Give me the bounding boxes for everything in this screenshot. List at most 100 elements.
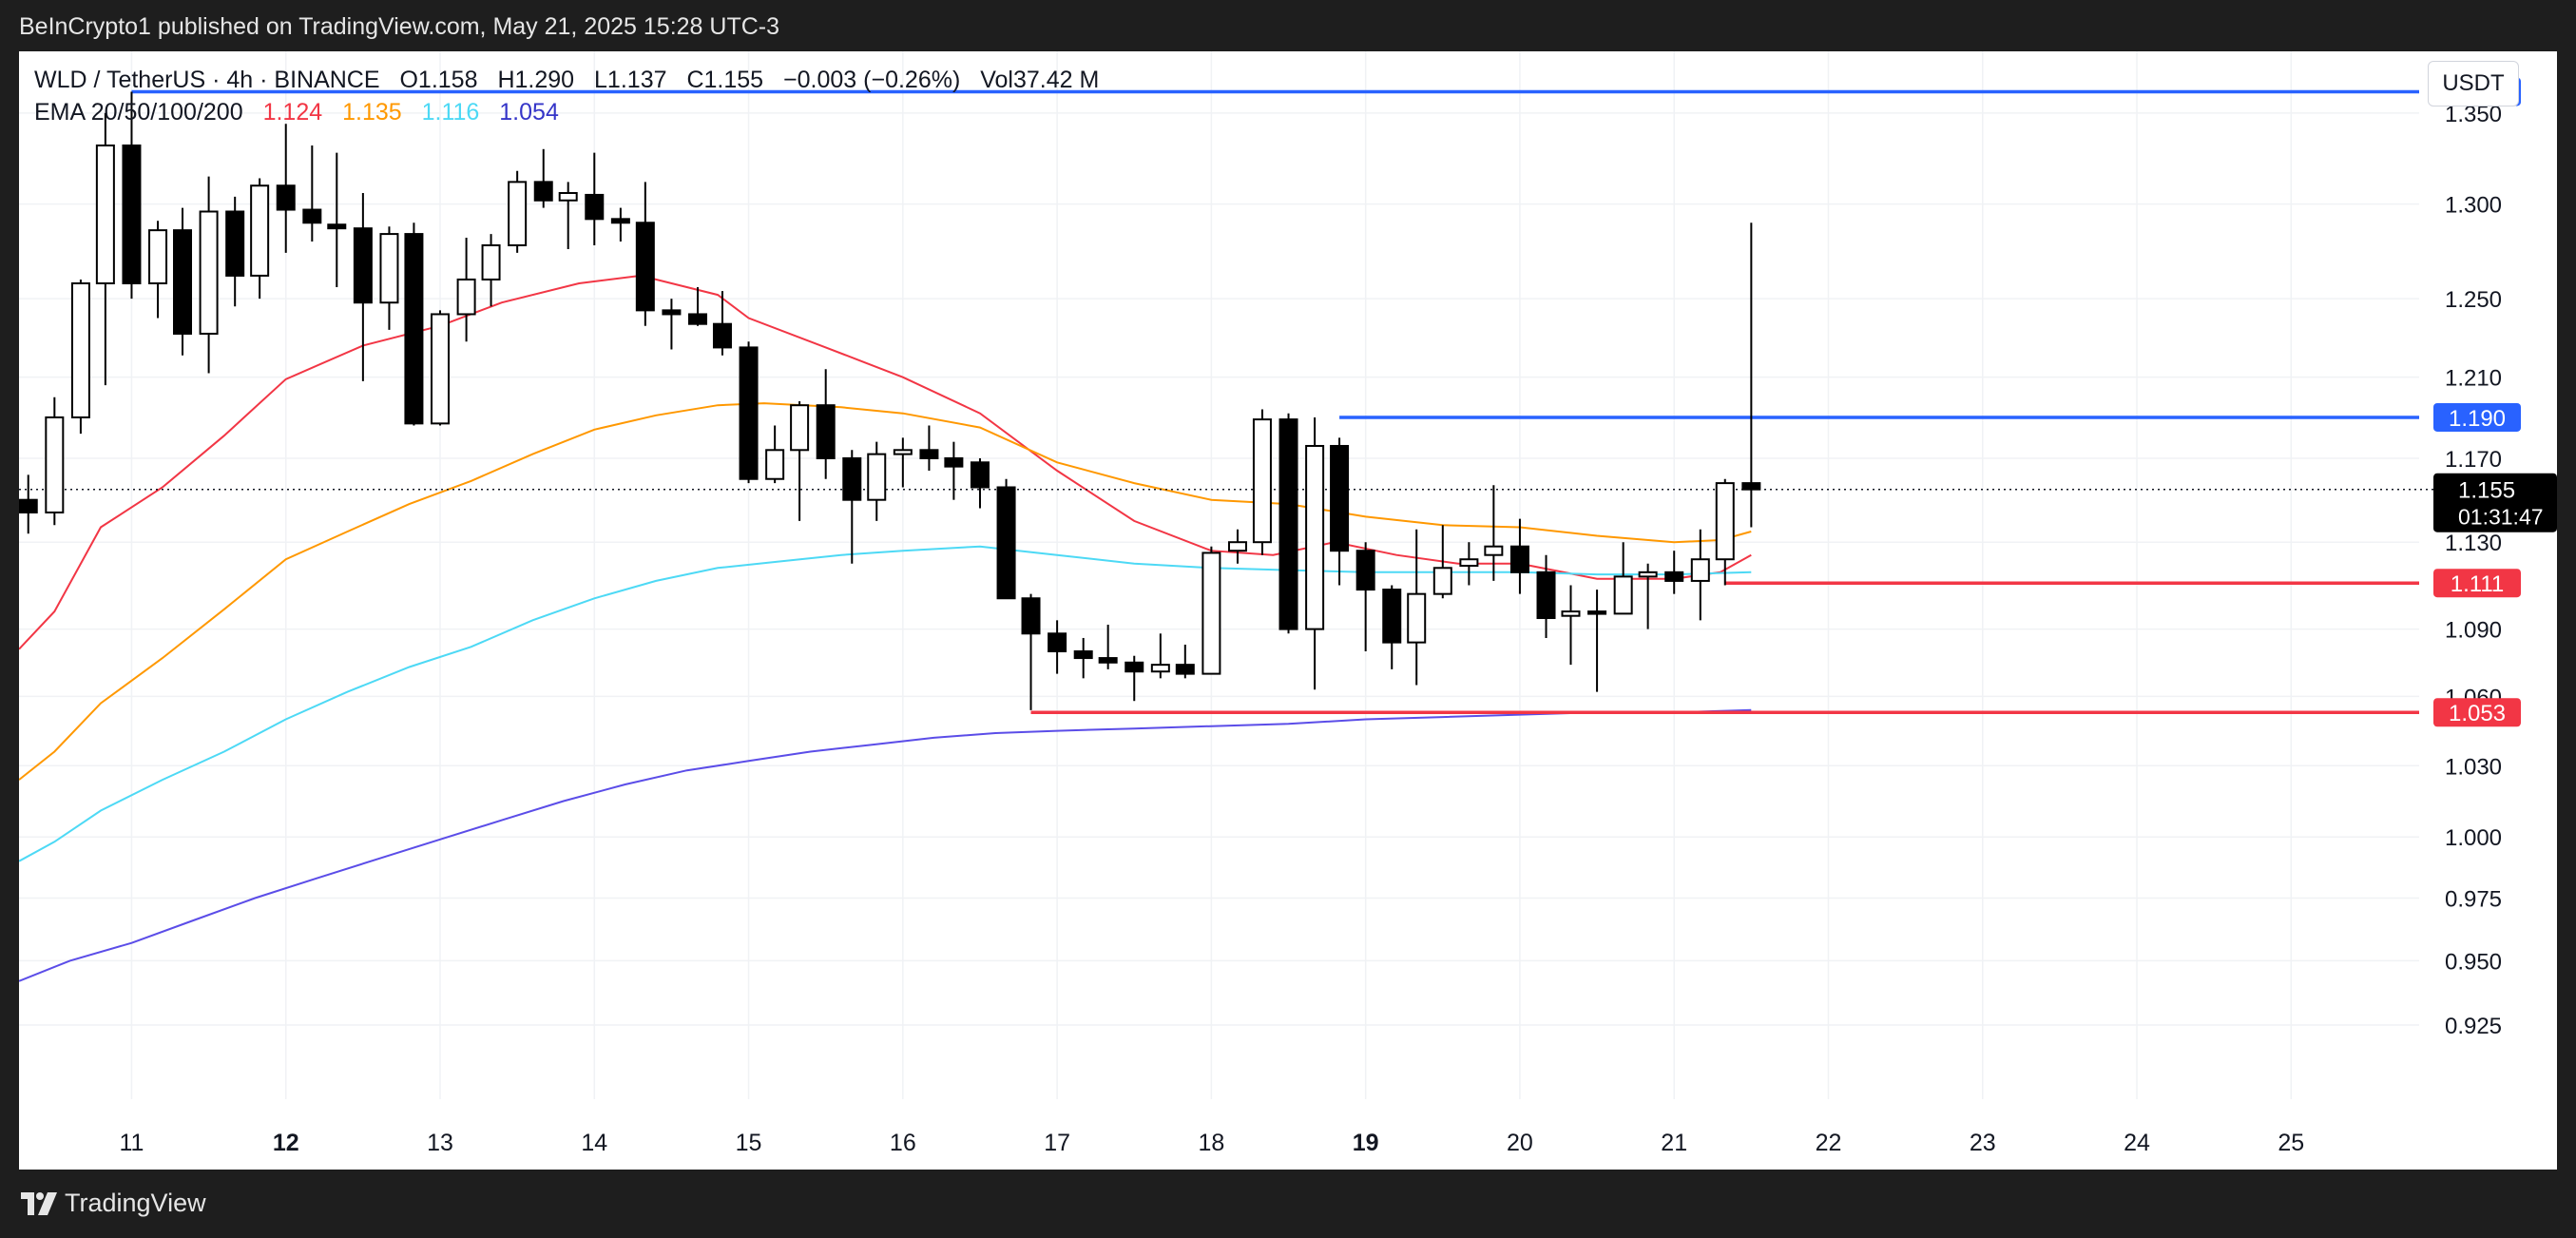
- ema-line-ema200: [19, 708, 1752, 982]
- candle-up: [456, 278, 476, 316]
- candle-down: [1073, 650, 1093, 660]
- publish-info: BeInCrypto1 published on TradingView.com…: [19, 13, 779, 40]
- candle-down: [327, 223, 347, 230]
- candle-down: [19, 498, 38, 513]
- candle-down: [585, 193, 605, 221]
- ema-line-ema20: [19, 274, 1752, 650]
- level-price-tag: [2433, 698, 2521, 727]
- candle-down: [1048, 632, 1067, 653]
- candle-up: [95, 144, 115, 284]
- candle-up: [1407, 592, 1427, 644]
- candle-up: [893, 449, 913, 455]
- candle-down: [302, 208, 322, 224]
- candle-up: [431, 313, 451, 425]
- low-value: L1.137: [594, 67, 667, 93]
- ema-label[interactable]: EMA 20/50/100/200: [34, 99, 243, 126]
- footer-bar: TradingView: [0, 1170, 2576, 1238]
- level-price-label: 1.190: [2449, 406, 2506, 432]
- ema100-value: 1.116: [421, 99, 480, 126]
- x-tick-label: 17: [1044, 1130, 1070, 1156]
- y-tick-label: 0.950: [2445, 949, 2502, 975]
- candle-down: [1098, 657, 1118, 664]
- current-price-tag: [2433, 473, 2557, 532]
- ema-legend: EMA 20/50/100/200 1.124 1.135 1.116 1.05…: [34, 99, 559, 126]
- currency-button[interactable]: USDT: [2428, 61, 2519, 106]
- candle-down: [173, 229, 193, 335]
- candle-down: [816, 404, 836, 459]
- price-chart[interactable]: 0.9250.9500.9751.0001.0301.0601.0901.130…: [19, 51, 2557, 1170]
- y-tick-label: 0.975: [2445, 886, 2502, 912]
- y-tick-label: 0.925: [2445, 1014, 2502, 1039]
- candle-up: [45, 416, 65, 513]
- candle-down: [842, 456, 862, 501]
- symbol-legend: WLD / TetherUS · 4h · BINANCE O1.158 H1.…: [34, 67, 1099, 94]
- publish-bar: BeInCrypto1 published on TradingView.com…: [0, 0, 2576, 51]
- candle-up: [481, 243, 501, 280]
- x-tick-label: 25: [2278, 1130, 2304, 1156]
- candle-up: [867, 453, 887, 501]
- candle-up: [790, 404, 810, 452]
- chart-panel[interactable]: 0.925 0.950 0.975 1.000 1.030 1.060 1.090 1.130…: [19, 51, 2557, 1170]
- y-tick-label: 1.210: [2445, 366, 2502, 392]
- candle-down: [1355, 550, 1375, 591]
- candle-down: [944, 456, 964, 468]
- candle-up: [1715, 482, 1735, 561]
- x-tick-label: 13: [427, 1130, 453, 1156]
- candle-down: [635, 222, 655, 312]
- candle-up: [1252, 418, 1272, 544]
- x-tick-label: 21: [1661, 1130, 1687, 1156]
- candle-up: [1690, 558, 1710, 582]
- symbol-info[interactable]: WLD / TetherUS · 4h · BINANCE: [34, 67, 380, 93]
- candles[interactable]: [19, 91, 1761, 710]
- y-tick-label: 1.000: [2445, 825, 2502, 851]
- x-tick-label: 16: [890, 1130, 916, 1156]
- candle-up: [1227, 541, 1247, 552]
- ema-line-ema100: [19, 545, 1752, 862]
- candle-down: [1175, 664, 1195, 675]
- candle-up: [1613, 575, 1633, 615]
- candle-up: [1484, 545, 1504, 556]
- candle-up: [1638, 571, 1658, 578]
- y-tick-label: 1.090: [2445, 618, 2502, 644]
- candle-down: [919, 449, 939, 459]
- level-price-label: 1.053: [2449, 701, 2506, 726]
- tradingview-logo-icon[interactable]: [19, 1190, 59, 1217]
- candle-up: [148, 229, 168, 284]
- candle-down: [1509, 545, 1529, 573]
- candle-up: [765, 449, 785, 480]
- ema200-value: 1.054: [499, 99, 559, 126]
- candle-up: [1561, 610, 1581, 617]
- candle-down: [1664, 571, 1684, 582]
- candle-up: [1150, 664, 1170, 673]
- x-tick-label: 23: [1970, 1130, 1996, 1156]
- brand-name: TradingView: [65, 1189, 206, 1217]
- candle-down: [688, 313, 708, 325]
- x-tick-label: 15: [736, 1130, 762, 1156]
- candle-down: [739, 346, 759, 480]
- countdown-label: 01:31:47: [2458, 505, 2544, 530]
- ema50-value: 1.135: [342, 99, 402, 126]
- candle-down: [970, 461, 990, 489]
- level-lines: [131, 89, 2419, 714]
- y-tick-label: 1.130: [2445, 531, 2502, 556]
- x-tick-label: 24: [2124, 1130, 2150, 1156]
- candle-up: [1432, 567, 1452, 595]
- y-tick-label: 1.170: [2445, 447, 2502, 473]
- candle-down: [1021, 597, 1041, 635]
- candle-up: [508, 181, 528, 246]
- candle-down: [996, 486, 1016, 600]
- candle-down: [122, 144, 142, 284]
- x-tick-label: 22: [1816, 1130, 1842, 1156]
- candle-down: [1125, 661, 1144, 673]
- x-tick-label: 11: [119, 1130, 144, 1156]
- candle-down: [533, 181, 553, 202]
- time-axis[interactable]: 11 12 13 14 15 16 17 18 19 20 21 22 23 24 25: [119, 1130, 2304, 1156]
- level-price-tag: [2433, 569, 2521, 598]
- candle-down: [662, 309, 682, 316]
- candle-up: [1459, 558, 1479, 568]
- candle-down: [225, 210, 245, 277]
- candle-up: [250, 184, 270, 277]
- price-axis[interactable]: 0.9250.9500.9751.0001.0301.0601.0901.130…: [2445, 102, 2502, 1039]
- candle-up: [1201, 551, 1221, 675]
